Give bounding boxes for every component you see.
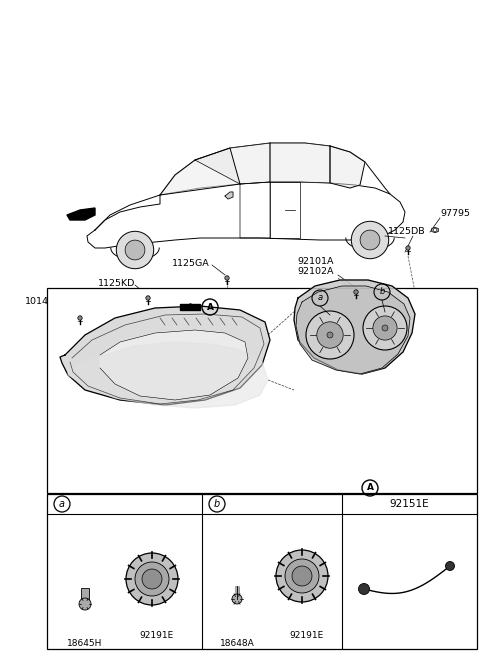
Polygon shape xyxy=(294,280,415,374)
Text: b: b xyxy=(214,499,220,509)
Text: VIEW: VIEW xyxy=(345,483,373,493)
Circle shape xyxy=(433,228,437,232)
Circle shape xyxy=(382,325,388,331)
Text: 1125GA: 1125GA xyxy=(172,258,210,268)
Polygon shape xyxy=(67,208,95,220)
Polygon shape xyxy=(81,588,89,604)
Circle shape xyxy=(135,562,169,596)
Polygon shape xyxy=(195,143,270,184)
Polygon shape xyxy=(68,342,268,408)
Circle shape xyxy=(306,311,354,359)
Polygon shape xyxy=(330,146,365,188)
Polygon shape xyxy=(180,304,200,310)
Text: 1014AC: 1014AC xyxy=(25,298,62,306)
Polygon shape xyxy=(87,182,405,248)
Text: 92151E: 92151E xyxy=(390,499,429,509)
Polygon shape xyxy=(60,306,270,405)
Text: 18648A: 18648A xyxy=(220,640,254,649)
Circle shape xyxy=(142,569,162,589)
Circle shape xyxy=(373,316,397,340)
Circle shape xyxy=(232,594,242,604)
Text: 1125KD: 1125KD xyxy=(97,279,135,287)
Polygon shape xyxy=(432,227,439,233)
Text: 97795: 97795 xyxy=(440,209,470,218)
Bar xyxy=(47,288,477,493)
Text: 1125DB: 1125DB xyxy=(388,228,426,237)
Circle shape xyxy=(225,276,229,280)
Circle shape xyxy=(116,232,154,269)
Text: 92102A: 92102A xyxy=(298,268,334,276)
Circle shape xyxy=(79,598,91,610)
Text: 18645H: 18645H xyxy=(67,640,103,649)
Polygon shape xyxy=(270,143,330,183)
Polygon shape xyxy=(296,286,410,374)
Circle shape xyxy=(354,290,358,294)
Text: a: a xyxy=(317,293,323,302)
Circle shape xyxy=(292,566,312,586)
Text: 92191E: 92191E xyxy=(140,630,174,640)
Polygon shape xyxy=(100,330,248,400)
Circle shape xyxy=(360,230,380,250)
Circle shape xyxy=(406,246,410,250)
Circle shape xyxy=(327,332,333,338)
Text: A: A xyxy=(367,483,373,493)
Text: A: A xyxy=(206,302,214,312)
Circle shape xyxy=(276,550,328,602)
Circle shape xyxy=(363,306,407,350)
Bar xyxy=(47,494,477,649)
Polygon shape xyxy=(160,148,240,195)
Text: a: a xyxy=(59,499,65,509)
Circle shape xyxy=(359,583,370,594)
Polygon shape xyxy=(225,192,233,199)
Circle shape xyxy=(78,316,82,320)
Text: b: b xyxy=(379,287,384,297)
Circle shape xyxy=(445,562,455,571)
Circle shape xyxy=(317,322,343,348)
Circle shape xyxy=(351,221,389,258)
Text: 92191E: 92191E xyxy=(290,630,324,640)
Text: 92101A: 92101A xyxy=(298,258,334,266)
Circle shape xyxy=(146,296,150,300)
Circle shape xyxy=(125,240,145,260)
Circle shape xyxy=(285,559,319,593)
Circle shape xyxy=(126,553,178,605)
